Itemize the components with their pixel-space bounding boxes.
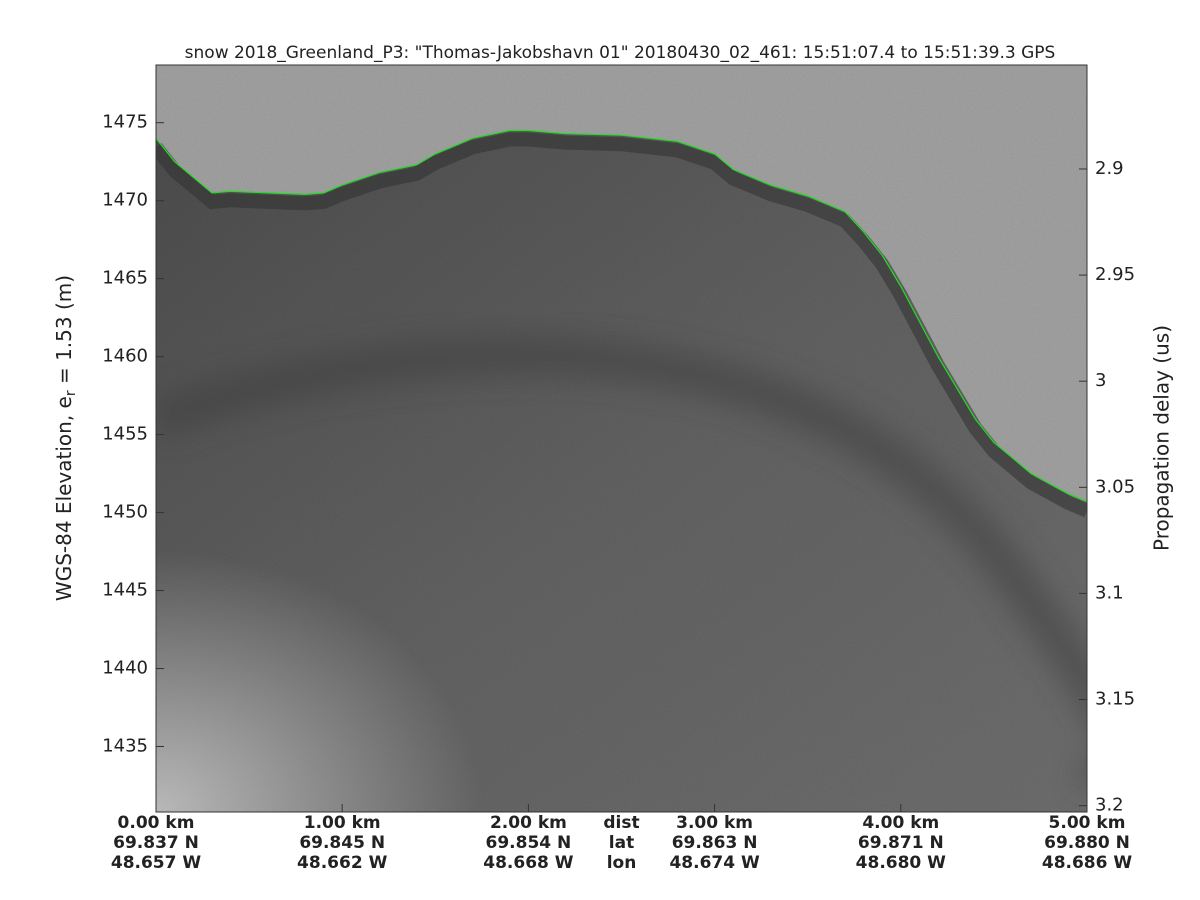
y-label-sub: r — [63, 390, 79, 396]
y2-tick-label: 3.2 — [1095, 795, 1124, 816]
lon-label: 48.686 W — [1042, 853, 1133, 873]
row-label: lat — [609, 833, 634, 853]
y-tick-label: 1465 — [102, 268, 148, 289]
y-tick-label: 1440 — [102, 658, 148, 679]
y-tick-label: 1450 — [102, 502, 148, 523]
y2-tick-label: 3 — [1095, 370, 1106, 391]
x-tick-label: 2.00 km — [490, 813, 567, 833]
y2-tick-label: 3.05 — [1095, 476, 1135, 497]
corner-glow — [156, 65, 1087, 812]
y-label-part: WGS-84 Elevation, e — [52, 396, 76, 601]
y-axis-label: WGS-84 Elevation, er = 1.53 (m) — [52, 275, 80, 601]
lat-label: 69.871 N — [858, 833, 944, 853]
y2-tick-label: 2.9 — [1095, 158, 1124, 179]
lon-label: 48.668 W — [483, 853, 574, 873]
x-tick-label: 5.00 km — [1049, 813, 1126, 833]
y-label-part: = 1.53 (m) — [52, 275, 76, 390]
y-tick-label: 1470 — [102, 190, 148, 211]
y-tick-label: 1460 — [102, 346, 148, 367]
lon-label: 48.680 W — [856, 853, 947, 873]
lon-label: 48.662 W — [297, 853, 388, 873]
lat-label: 69.845 N — [299, 833, 385, 853]
y-tick-label: 1445 — [102, 580, 148, 601]
row-label: lon — [607, 853, 637, 873]
surface-line — [156, 129, 1087, 503]
x-tick-label: 4.00 km — [862, 813, 939, 833]
lon-label: 48.657 W — [111, 853, 202, 873]
lat-label: 69.854 N — [486, 833, 572, 853]
chart-title: snow 2018_Greenland_P3: "Thomas-Jakobsha… — [185, 43, 1056, 63]
plot-frame — [155, 64, 1088, 813]
y2-tick-label: 3.1 — [1095, 582, 1124, 603]
lat-label: 69.837 N — [113, 833, 199, 853]
y-tick-label: 1435 — [102, 736, 148, 757]
x-tick-label: 1.00 km — [304, 813, 381, 833]
y2-axis-label: Propagation delay (us) — [1150, 325, 1174, 551]
row-label: dist — [603, 813, 639, 833]
x-tick-label: 0.00 km — [118, 813, 195, 833]
y2-tick-label: 2.95 — [1095, 264, 1135, 285]
lat-label: 69.863 N — [672, 833, 758, 853]
plot-area — [156, 65, 1087, 812]
y-tick-label: 1455 — [102, 424, 148, 445]
x-tick-label: 3.00 km — [676, 813, 753, 833]
lat-label: 69.880 N — [1044, 833, 1130, 853]
lon-label: 48.674 W — [669, 853, 760, 873]
y2-tick-label: 3.15 — [1095, 689, 1135, 710]
y-tick-label: 1475 — [102, 112, 148, 133]
